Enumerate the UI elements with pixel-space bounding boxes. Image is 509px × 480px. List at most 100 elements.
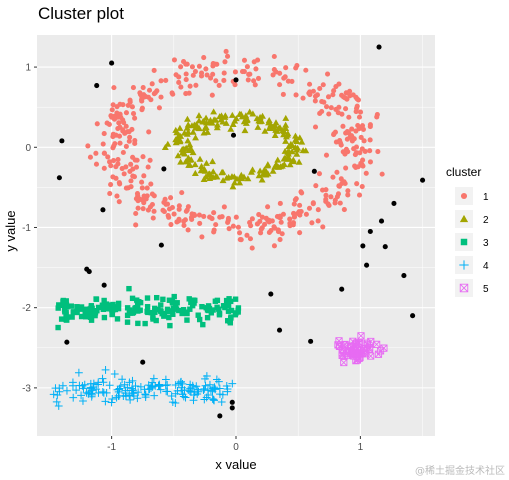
data-point [123,383,132,392]
data-point [92,310,99,316]
data-point [210,71,216,77]
data-point [201,381,210,390]
data-point [283,65,289,71]
data-point [174,300,180,306]
data-point [139,105,145,111]
data-point [126,285,132,292]
data-point [110,134,116,140]
data-point [410,313,416,319]
y-tick-label: -1 [22,223,31,234]
data-point [173,129,181,136]
data-point [213,124,221,131]
data-point [345,188,351,194]
data-point [286,161,294,168]
data-point [350,92,356,98]
data-point [295,158,303,165]
data-point [460,192,468,200]
data-point [140,84,146,91]
data-point [109,60,115,66]
data-point [125,378,134,387]
data-point [290,222,296,228]
data-point [87,306,94,312]
data-point [197,220,203,226]
data-point [208,310,215,316]
data-point [144,304,151,310]
data-point [92,312,98,319]
data-point [287,216,293,222]
data-point [346,114,352,120]
data-point [247,236,254,242]
data-point [167,392,176,400]
data-point [330,174,336,180]
data-point [269,167,277,174]
data-point [163,77,169,83]
data-point [216,113,224,120]
data-point [349,138,355,144]
data-point [141,94,147,100]
data-point [313,183,319,189]
data-point [335,337,343,345]
data-point [144,308,150,315]
data-point [282,124,290,131]
data-point [332,197,338,203]
data-point [130,111,137,117]
legend-key-4 [455,256,473,274]
data-point [143,196,149,202]
data-point [310,200,316,206]
data-point [147,204,153,210]
legend-title: cluster [446,165,481,179]
data-point [330,92,336,98]
data-point [356,192,363,198]
data-point [133,222,139,228]
series-1 [85,48,385,251]
data-point [132,157,138,163]
data-point [237,230,243,236]
data-point [198,162,205,169]
data-point [293,65,299,71]
data-point [227,125,235,132]
data-point [111,85,117,91]
data-point [106,159,113,165]
data-point [460,238,468,246]
data-point [320,187,326,193]
data-point [148,97,154,103]
data-point [203,159,210,166]
data-point [64,314,71,320]
data-point [235,307,241,313]
data-point [130,309,137,316]
data-point [348,349,356,357]
data-point [266,229,272,235]
data-point [356,114,363,120]
data-point [300,95,306,101]
data-point [170,311,176,317]
data-point [158,242,164,248]
data-point [255,172,263,179]
data-point [99,304,106,310]
data-point [176,79,182,86]
data-point [236,179,244,186]
data-point [62,309,68,315]
data-point [205,303,212,309]
data-point [459,260,469,270]
data-point [147,157,153,163]
data-point [312,124,319,130]
data-point [94,82,100,89]
data-point [297,230,303,236]
data-point [121,171,127,177]
data-point [343,146,349,152]
data-point [79,397,87,405]
data-point [296,134,304,141]
data-point [110,174,116,180]
data-point [145,385,154,394]
data-point [367,137,373,143]
data-point [244,64,250,70]
data-point [89,309,96,316]
data-point [184,386,193,395]
data-point [223,174,231,181]
data-point [122,130,128,136]
data-point [272,225,278,231]
data-point [94,121,100,127]
data-point [196,155,204,162]
data-point [333,84,339,90]
